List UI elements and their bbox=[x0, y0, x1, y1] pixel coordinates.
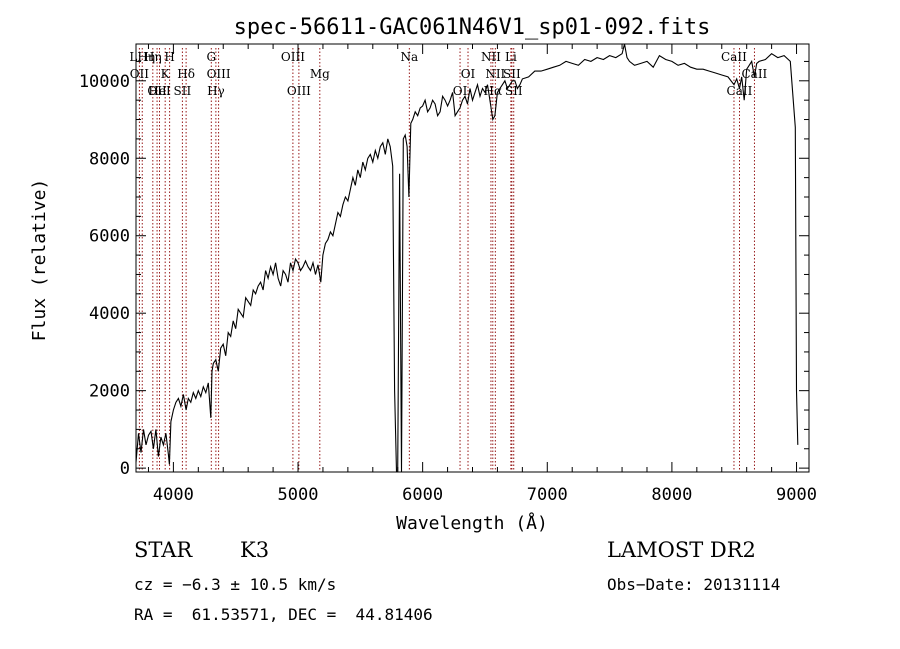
line-label: OI bbox=[461, 67, 476, 81]
line-label: K bbox=[161, 67, 171, 81]
line-label: NII bbox=[481, 50, 501, 64]
y-axis-label: Flux (relative) bbox=[29, 179, 50, 342]
line-label: SII bbox=[503, 67, 521, 81]
line-label: SII bbox=[505, 84, 523, 98]
line-label: OIII bbox=[207, 67, 231, 81]
x-tick-label: 4000 bbox=[153, 485, 194, 505]
y-tick-label: 8000 bbox=[89, 149, 130, 169]
line-label: OI bbox=[453, 84, 468, 98]
ra-dec-coordinates: RA = 61.53571, DEC = 44.81406 bbox=[134, 605, 433, 624]
line-label: OIII bbox=[281, 50, 305, 64]
line-label: OII bbox=[130, 67, 150, 81]
line-label: Hδ bbox=[177, 67, 195, 81]
line-label: OIII bbox=[287, 84, 311, 98]
survey-name: LAMOST DR2 bbox=[607, 538, 756, 562]
line-label: OII bbox=[147, 84, 167, 98]
line-label: NII bbox=[485, 67, 505, 81]
observation-date: Obs−Date: 20131114 bbox=[607, 575, 781, 594]
x-tick-label: 9000 bbox=[776, 485, 817, 505]
y-tick-label: 2000 bbox=[89, 382, 130, 402]
y-tick-label: 0 bbox=[120, 459, 130, 479]
line-label: Na bbox=[400, 50, 418, 64]
line-markers bbox=[138, 48, 755, 472]
line-label: CaII bbox=[721, 50, 747, 64]
x-tick-label: 8000 bbox=[651, 485, 692, 505]
y-tick-label: 4000 bbox=[89, 304, 130, 324]
y-tick-label: 6000 bbox=[89, 227, 130, 247]
redshift-cz: cz = −6.3 ± 10.5 km/s bbox=[134, 575, 337, 594]
axis-ticks: 4000 5000 6000 7000 8000 9000 0 2000 4000 6000 800… bbox=[79, 44, 817, 505]
x-tick-label: 7000 bbox=[527, 485, 568, 505]
line-label: Hη bbox=[144, 50, 162, 64]
spectrum-line bbox=[135, 43, 799, 473]
line-label: Mg bbox=[310, 67, 330, 81]
line-label: CaII bbox=[727, 84, 753, 98]
y-tick-label: 10000 bbox=[79, 72, 130, 92]
line-label: HeI bbox=[148, 84, 171, 98]
x-axis-label: Wavelength (Å) bbox=[396, 512, 548, 534]
line-label: SII bbox=[174, 84, 192, 98]
x-tick-label: 5000 bbox=[278, 485, 319, 505]
plot-frame bbox=[135, 43, 810, 473]
object-class: STAR bbox=[134, 538, 193, 562]
line-label: G bbox=[206, 50, 216, 64]
object-subclass: K3 bbox=[240, 538, 270, 562]
line-label: Li bbox=[505, 50, 517, 64]
line-label: Hα bbox=[484, 84, 503, 98]
line-label: H bbox=[164, 50, 174, 64]
chart-title: spec-56611-GAC061N46V1_sp01-092.fits bbox=[234, 15, 711, 40]
line-label: Hγ bbox=[207, 84, 225, 98]
line-labels: OIILHηHηOIIHeIKHSIIHδGHγOIIIOIIIOIIIMgNa… bbox=[129, 50, 767, 98]
x-tick-label: 6000 bbox=[402, 485, 443, 505]
